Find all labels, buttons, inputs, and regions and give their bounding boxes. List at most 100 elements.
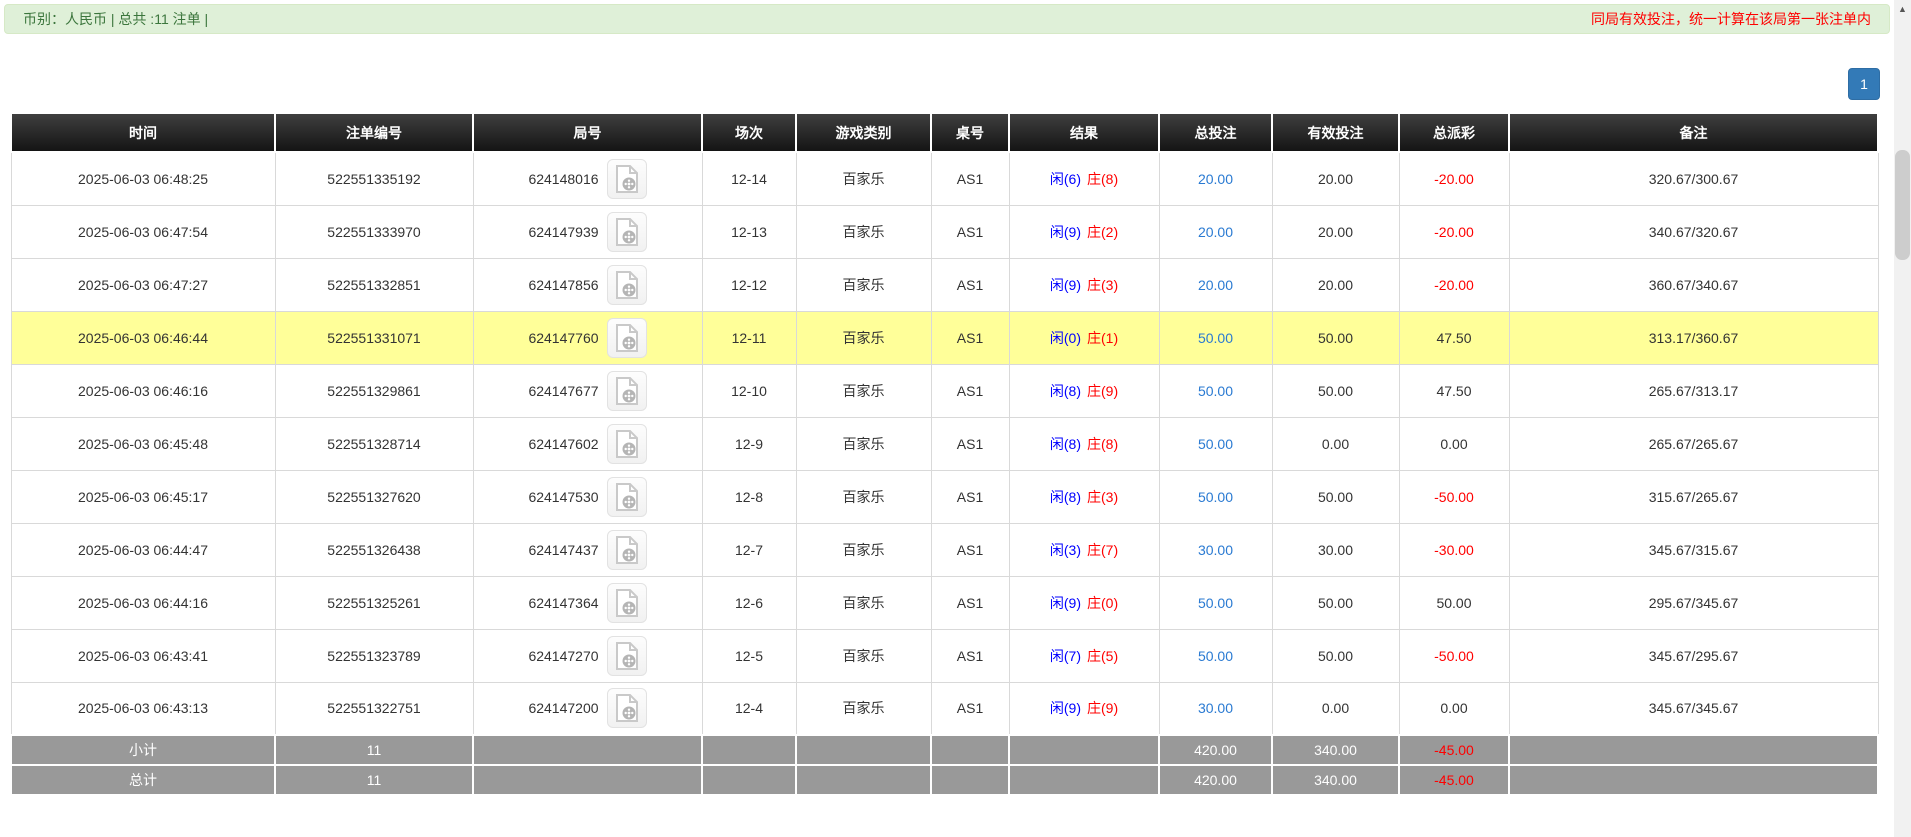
col-header-valid-bet: 有效投注 [1271,112,1400,153]
round-id-group: 624147760 [478,317,698,358]
col-header-remark: 备注 [1508,112,1879,153]
valid-bet: 50.00 [1271,575,1400,630]
result-banker: 庄(8) [1087,170,1119,187]
video-replay-icon[interactable] [606,688,647,729]
table-row[interactable]: 2025-06-03 06:47:27 522551332851 624147856… [10,257,1879,312]
session: 12-11 [701,310,797,365]
total-bet-link[interactable]: 50.00 [1158,310,1273,365]
round-id-group: 624147856 [478,264,698,305]
valid-bet: 0.00 [1271,416,1400,471]
table-row-selected[interactable]: 2025-06-03 06:46:44 522551331071 624147760… [10,310,1879,365]
video-replay-icon[interactable] [606,211,647,252]
total-bet-link[interactable]: 50.00 [1158,575,1273,630]
result-banker: 庄(1) [1087,329,1119,346]
bet-time: 2025-06-03 06:47:54 [10,204,276,259]
table-row[interactable]: 2025-06-03 06:43:41 522551323789 624147270… [10,628,1879,683]
table-row[interactable]: 2025-06-03 06:45:17 522551327620 624147530… [10,469,1879,524]
table-no: AS1 [930,416,1010,471]
subtotal-row-round-empty [472,734,703,766]
video-replay-icon[interactable] [606,317,647,358]
col-header-payout: 总派彩 [1398,112,1510,153]
table-row[interactable]: 2025-06-03 06:43:13 522551322751 624147200… [10,681,1879,736]
round-cell: 624147760 [472,310,703,365]
table-row[interactable]: 2025-06-03 06:47:54 522551333970 624147939… [10,204,1879,259]
payout: -20.00 [1398,257,1510,312]
col-header-total-bet: 总投注 [1158,112,1273,153]
bet-time: 2025-06-03 06:46:16 [10,363,276,418]
video-replay-icon[interactable] [606,370,647,411]
video-replay-icon[interactable] [606,635,647,676]
video-replay-icon[interactable] [606,158,647,199]
total-bet-link[interactable]: 20.00 [1158,204,1273,259]
total-bet-link[interactable]: 50.00 [1158,363,1273,418]
col-header-table-no: 桌号 [930,112,1010,153]
remark: 345.67/345.67 [1508,681,1879,736]
game-type: 百家乐 [795,522,932,577]
total-bet-link[interactable]: 50.00 [1158,469,1273,524]
table-row[interactable]: 2025-06-03 06:44:47 522551326438 624147437… [10,522,1879,577]
round-id: 624147856 [528,276,599,293]
bet-id: 522551322751 [274,681,474,736]
remark: 360.67/340.67 [1508,257,1879,312]
result-cell: 闲(3) 庄(7) [1008,522,1160,577]
payout: 0.00 [1398,681,1510,736]
total-row-total-bet: 420.00 [1158,764,1273,796]
pagination: 1 [1848,68,1880,100]
total-bet-link[interactable]: 30.00 [1158,681,1273,736]
result-banker: 庄(9) [1087,700,1119,717]
round-id: 624147939 [528,223,599,240]
subtotal-row-table-no-empty [930,734,1010,766]
result-player: 闲(7) [1049,647,1081,664]
col-header-round-id: 局号 [472,112,703,153]
round-id: 624147677 [528,382,599,399]
valid-bet: 50.00 [1271,469,1400,524]
game-type: 百家乐 [795,257,932,312]
round-id-group: 624147677 [478,370,698,411]
scrollbar[interactable]: ▲ [1894,0,1911,837]
result-cell: 闲(9) 庄(3) [1008,257,1160,312]
result-banker: 庄(3) [1087,488,1119,505]
video-replay-icon[interactable] [606,476,647,517]
total-bet-link[interactable]: 20.00 [1158,151,1273,206]
table-row[interactable]: 2025-06-03 06:48:25 522551335192 624148016… [10,151,1879,206]
video-replay-icon[interactable] [606,582,647,623]
scroll-up-arrow-icon[interactable]: ▲ [1894,0,1911,17]
table-row[interactable]: 2025-06-03 06:45:48 522551328714 624147602… [10,416,1879,471]
table-no: AS1 [930,204,1010,259]
bet-id: 522551332851 [274,257,474,312]
bet-time: 2025-06-03 06:48:25 [10,151,276,206]
total-bet-link[interactable]: 30.00 [1158,522,1273,577]
session: 12-13 [701,204,797,259]
video-replay-icon[interactable] [606,529,647,570]
table-no: AS1 [930,681,1010,736]
table-row[interactable]: 2025-06-03 06:44:16 522551325261 624147364… [10,575,1879,630]
table-no: AS1 [930,628,1010,683]
subtotal-row-game-type-empty [795,734,932,766]
result-player: 闲(9) [1049,700,1081,717]
scroll-thumb[interactable] [1895,150,1910,260]
bet-id: 522551328714 [274,416,474,471]
total-bet-link[interactable]: 50.00 [1158,416,1273,471]
table-no: AS1 [930,522,1010,577]
col-header-time: 时间 [10,112,276,153]
subtotal-row-result-empty [1008,734,1160,766]
result-banker: 庄(9) [1087,382,1119,399]
col-header-session: 场次 [701,112,797,153]
page-1-button[interactable]: 1 [1848,68,1880,100]
result-player: 闲(8) [1049,435,1081,452]
round-cell: 624147602 [472,416,703,471]
total-bet-link[interactable]: 50.00 [1158,628,1273,683]
summary-bar: 币别：人民币 | 总共 :11 注单 | 同局有效投注，统一计算在该局第一张注单… [4,4,1890,34]
remark: 345.67/315.67 [1508,522,1879,577]
video-replay-icon[interactable] [606,264,647,305]
remark: 315.67/265.67 [1508,469,1879,524]
result-player: 闲(8) [1049,488,1081,505]
table-row[interactable]: 2025-06-03 06:46:16 522551329861 624147677… [10,363,1879,418]
game-type: 百家乐 [795,151,932,206]
total-bet-link[interactable]: 20.00 [1158,257,1273,312]
col-header-result: 结果 [1008,112,1160,153]
video-replay-icon[interactable] [606,423,647,464]
round-id: 624147530 [528,488,599,505]
subtotal-row: 小计 11 420.00 340.00 -45.00 [10,734,1879,766]
remark: 345.67/295.67 [1508,628,1879,683]
